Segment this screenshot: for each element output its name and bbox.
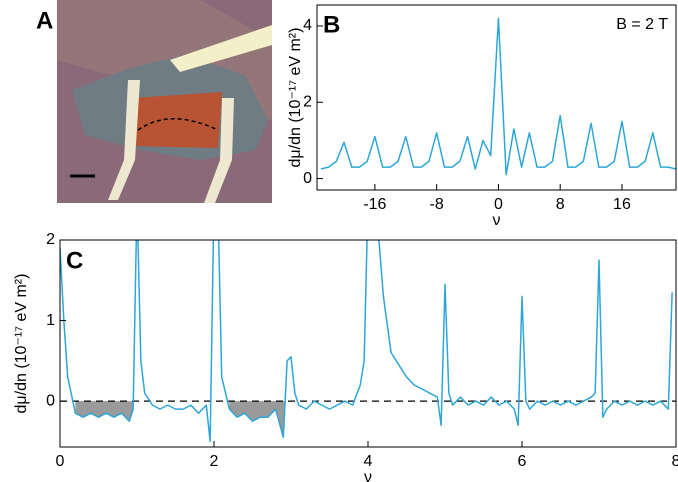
y-tick-label: 2 bbox=[303, 93, 312, 110]
y-tick-label: 2 bbox=[46, 231, 55, 248]
y-axis-label: dμ/dn (10⁻¹⁷ eV m²) bbox=[13, 274, 30, 414]
x-tick-label: 4 bbox=[364, 453, 373, 470]
y-tick-label: 0 bbox=[46, 392, 55, 409]
plot-area bbox=[320, 17, 676, 176]
axes-frame bbox=[59, 239, 677, 448]
x-axis-label: ν bbox=[364, 469, 372, 482]
shaded-area bbox=[229, 401, 288, 438]
shaded-area bbox=[75, 401, 134, 422]
x-tick-label: 0 bbox=[56, 453, 65, 470]
contact bbox=[204, 98, 234, 203]
x-tick-label: 2 bbox=[210, 453, 219, 470]
contact bbox=[108, 80, 140, 200]
y-tick-label: 1 bbox=[46, 312, 55, 329]
annotation: B = 2 T bbox=[616, 16, 668, 33]
x-tick-label: -8 bbox=[430, 196, 444, 213]
micrograph bbox=[57, 0, 272, 203]
panel-label: C bbox=[66, 247, 83, 274]
y-tick-label: 4 bbox=[303, 17, 312, 34]
x-tick-label: 6 bbox=[518, 453, 527, 470]
x-tick-label: 0 bbox=[494, 196, 503, 213]
data-line bbox=[320, 17, 676, 176]
panel-label: B bbox=[323, 11, 340, 38]
shade-group bbox=[75, 401, 288, 438]
y-tick-label: 0 bbox=[303, 170, 312, 187]
data-line bbox=[60, 240, 673, 443]
sample bbox=[130, 92, 222, 148]
x-tick-label: -16 bbox=[363, 196, 386, 213]
plot-area bbox=[60, 240, 676, 443]
contact bbox=[170, 25, 272, 72]
x-axis-label: ν bbox=[493, 212, 501, 229]
y-axis-label: dμ/dn (10⁻¹⁷ eV m²) bbox=[287, 28, 304, 168]
x-tick-label: 16 bbox=[613, 196, 631, 213]
x-tick-label: 8 bbox=[556, 196, 565, 213]
dashed-path bbox=[137, 118, 219, 131]
panel-label: A bbox=[36, 7, 53, 34]
x-tick-label: 8 bbox=[672, 453, 678, 470]
axes-frame bbox=[316, 4, 677, 191]
